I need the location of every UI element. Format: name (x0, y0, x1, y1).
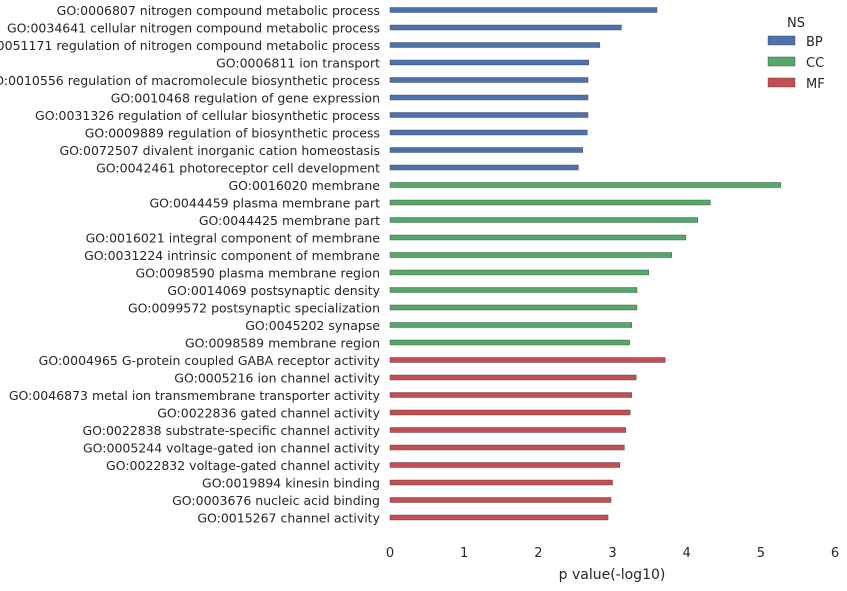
category-labels: GO:0006807 nitrogen compound metabolic p… (0, 3, 381, 526)
category-label-27: GO:0022832 voltage-gated channel activit… (106, 458, 381, 473)
bar-14 (389, 234, 687, 241)
bar-28 (389, 479, 613, 486)
legend-label-mf: MF (806, 77, 825, 92)
x-tick-label-1: 1 (460, 546, 468, 561)
category-label-9: GO:0072507 divalent inorganic cation hom… (60, 143, 381, 158)
legend: NS BP CC MF (767, 16, 825, 92)
x-tick-label-3: 3 (608, 546, 616, 561)
x-axis-ticks: 0 1 2 3 4 5 6 (386, 546, 839, 561)
bar-29 (389, 497, 612, 503)
bar-4 (389, 59, 589, 66)
category-label-22: GO:0005216 ion channel activity (174, 371, 380, 386)
x-tick-label-6: 6 (831, 546, 839, 561)
bar-26 (389, 444, 625, 451)
bar-11 (389, 182, 782, 188)
legend-label-cc: CC (806, 56, 824, 71)
category-label-21: GO:0004965 G-protein coupled GABA recept… (39, 353, 381, 368)
category-label-4: GO:0006811 ion transport (216, 56, 380, 71)
bar-8 (389, 129, 588, 136)
x-tick-label-5: 5 (757, 546, 765, 561)
category-label-6: GO:0010468 regulation of gene expression (111, 91, 380, 106)
legend-title: NS (787, 16, 805, 31)
category-label-18: GO:0099572 postsynaptic specialization (128, 301, 380, 316)
bar-18 (389, 304, 638, 311)
category-label-8: GO:0009889 regulation of biosynthetic pr… (85, 126, 380, 141)
category-label-26: GO:0005244 voltage-gated ion channel act… (83, 441, 381, 456)
category-label-24: GO:0022836 gated channel activity (157, 406, 380, 421)
category-label-25: GO:0022838 substrate-specific channel ac… (82, 423, 380, 438)
bar-10 (389, 164, 579, 171)
legend-swatch-cc (767, 56, 796, 67)
legend-swatch-mf (767, 77, 796, 88)
category-label-23: GO:0046873 metal ion transmembrane trans… (9, 388, 381, 403)
category-label-29: GO:0003676 nucleic acid binding (172, 493, 380, 508)
bar-6 (389, 94, 589, 101)
category-label-16: GO:0098590 plasma membrane region (136, 266, 380, 281)
bar-25 (389, 427, 627, 433)
category-label-28: GO:0019894 kinesin binding (202, 476, 380, 491)
bar-16 (389, 269, 650, 276)
bar-7 (389, 112, 589, 118)
category-label-19: GO:0045202 synapse (245, 318, 380, 333)
x-tick-label-0: 0 (386, 546, 394, 561)
bar-9 (389, 147, 584, 153)
bar-5 (389, 77, 589, 83)
bar-24 (389, 409, 631, 416)
legend-label-bp: BP (806, 35, 823, 50)
bar-17 (389, 287, 638, 293)
bar-23 (389, 392, 632, 398)
category-label-10: GO:0042461 photoreceptor cell developmen… (96, 161, 380, 176)
category-label-30: GO:0015267 channel activity (197, 511, 380, 526)
bar-21 (389, 357, 666, 363)
category-label-2: GO:0034641 cellular nitrogen compound me… (7, 21, 380, 36)
legend-swatch-bp (767, 35, 796, 46)
bar-30 (389, 514, 609, 521)
category-label-1: GO:0006807 nitrogen compound metabolic p… (57, 3, 380, 18)
category-label-15: GO:0031224 intrinsic component of membra… (84, 248, 380, 263)
bar-12 (389, 199, 711, 206)
category-label-5: GO:0010556 regulation of macromolecule b… (0, 73, 380, 88)
bar-1 (389, 7, 658, 13)
bar-20 (389, 339, 630, 346)
category-label-3: GO:0051171 regulation of nitrogen compou… (0, 38, 380, 53)
bar-13 (389, 217, 698, 223)
bar-15 (389, 252, 673, 258)
x-axis-label: p value(-log10) (559, 567, 666, 583)
x-tick-label-2: 2 (534, 546, 542, 561)
category-label-13: GO:0044425 membrane part (199, 213, 380, 228)
category-label-20: GO:0098589 membrane region (185, 336, 380, 351)
bar-19 (389, 322, 632, 328)
category-label-17: GO:0014069 postsynaptic density (167, 283, 380, 298)
bar-22 (389, 374, 637, 381)
bar-2 (389, 24, 622, 31)
x-tick-label-4: 4 (683, 546, 691, 561)
bars-layer (389, 7, 782, 521)
category-label-12: GO:0044459 plasma membrane part (149, 196, 380, 211)
bar-3 (389, 42, 601, 48)
category-label-7: GO:0031326 regulation of cellular biosyn… (35, 108, 380, 123)
bar-27 (389, 462, 621, 468)
category-label-14: GO:0016021 integral component of membran… (86, 231, 381, 246)
category-label-11: GO:0016020 membrane (228, 178, 380, 193)
